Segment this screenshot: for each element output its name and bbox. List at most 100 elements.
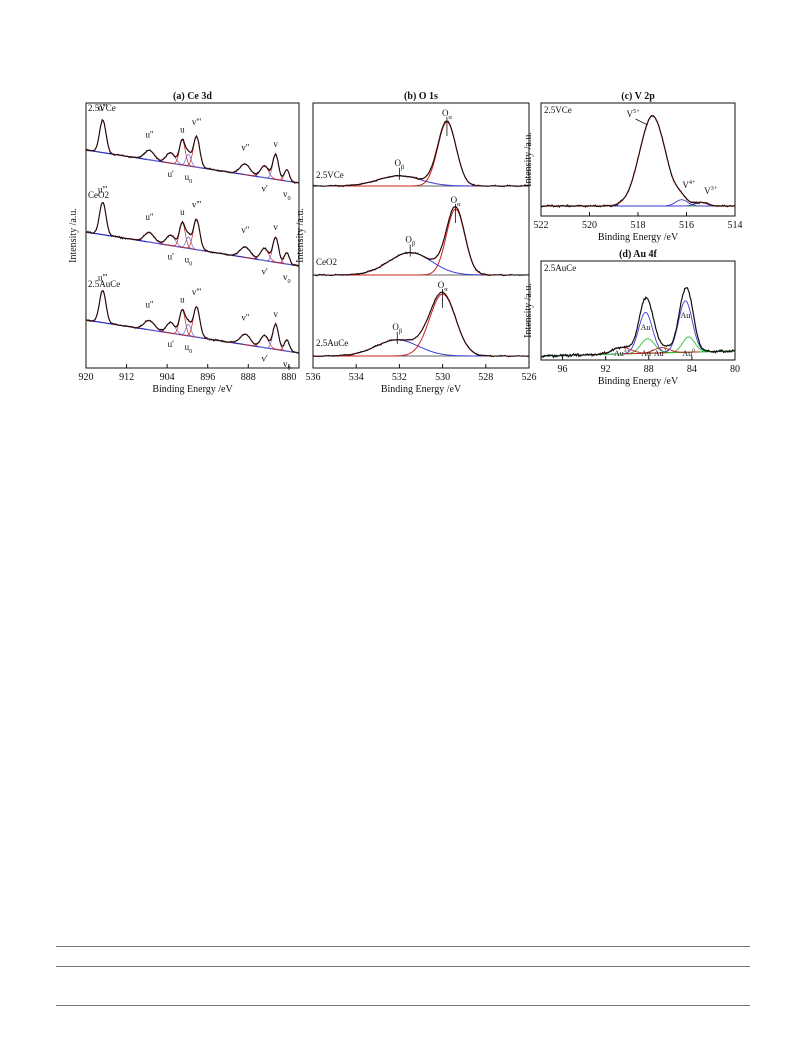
ce3d-component-0-8 bbox=[259, 153, 292, 183]
ce3d-peak-label: u0 bbox=[185, 342, 193, 355]
au4f-peak-label: Au3+ bbox=[654, 348, 670, 358]
ce3d-measured bbox=[85, 290, 300, 354]
v2p-v5-marker bbox=[635, 118, 648, 126]
au4f-peak-label: Au bbox=[641, 323, 651, 332]
o1s-measured bbox=[312, 120, 530, 188]
ce3d-measured bbox=[85, 201, 300, 267]
ce3d-xlabel: Binding Energy /eV bbox=[152, 384, 233, 395]
au4f-peak-label: Au bbox=[681, 311, 691, 320]
o1s-peak-label: Oβ bbox=[392, 322, 402, 335]
v2p-measured bbox=[540, 114, 736, 208]
ce3d-component-1-8 bbox=[259, 236, 293, 266]
ce3d-measured bbox=[85, 118, 300, 185]
o1s-xtick-label: 532 bbox=[392, 372, 407, 383]
v2p-peak-label: V5+ bbox=[627, 108, 641, 119]
table-header-rule bbox=[56, 966, 750, 967]
au4f-measured bbox=[541, 286, 736, 359]
ce3d-peak-label: v''' bbox=[192, 117, 202, 127]
o1s-peak-label: Oβ bbox=[405, 235, 415, 248]
ce3d-peak-label: u' bbox=[168, 252, 175, 262]
v2p-peak-label: V4+ bbox=[682, 179, 696, 190]
v2p-panel bbox=[540, 102, 736, 217]
ce3d-xtick-label: 888 bbox=[241, 372, 256, 383]
ce3d-peak-label: v0 bbox=[283, 272, 291, 285]
ce3d-peak-label: u' bbox=[168, 169, 175, 179]
o1s-component-alpha bbox=[313, 208, 529, 276]
v2p-xtick-label: 518 bbox=[631, 220, 646, 231]
o1s-title: (b) O 1s bbox=[404, 91, 438, 102]
ce3d-peak-label: u0 bbox=[185, 172, 193, 185]
v2p-title: (c) V 2p bbox=[621, 91, 655, 102]
ce3d-peak-label: u bbox=[180, 125, 185, 135]
o1s-fit bbox=[313, 120, 529, 187]
ce3d-peak-label: v' bbox=[261, 184, 268, 194]
o1s-fit bbox=[313, 206, 529, 276]
ce3d-sample-label: 2.5VCe bbox=[88, 103, 116, 113]
ce3d-component-2-8 bbox=[259, 323, 292, 353]
ce3d-sample-label: 2.5AuCe bbox=[88, 279, 120, 289]
o1s-xtick-label: 536 bbox=[306, 372, 321, 383]
o1s-peak-label: Oα bbox=[442, 108, 453, 121]
ce3d-peak-label: u''' bbox=[98, 272, 108, 282]
o1s-frame bbox=[312, 102, 530, 369]
ce3d-peak-label: u bbox=[180, 295, 185, 305]
v2p-ylabel: Intensity /a.u. bbox=[523, 132, 534, 187]
au4f-ylabel: Intensity /a.u. bbox=[523, 283, 534, 338]
ce3d-peak-label: v bbox=[273, 222, 278, 232]
ce3d-title: (a) Ce 3d bbox=[173, 91, 212, 102]
o1s-sample-label: CeO2 bbox=[316, 257, 337, 267]
au4f-component-5 bbox=[623, 347, 700, 355]
ce3d-peak-label: u bbox=[180, 207, 185, 217]
ce3d-peak-label: v' bbox=[261, 354, 268, 364]
ce3d-xtick-label: 904 bbox=[160, 372, 175, 383]
o1s-panel bbox=[312, 102, 530, 369]
v2p-xtick-label: 522 bbox=[534, 220, 549, 231]
ce3d-panel bbox=[85, 102, 300, 369]
au4f-sample-label: 2.5AuCe bbox=[544, 263, 576, 273]
ce3d-component-2-0 bbox=[86, 289, 121, 326]
ce3d-peak-label: u0 bbox=[185, 254, 193, 267]
o1s-measured bbox=[312, 206, 529, 277]
ce3d-ylabel: Intensity /a.u. bbox=[68, 208, 79, 263]
o1s-peak-label: Oα bbox=[451, 195, 462, 208]
table-top-rule bbox=[56, 946, 750, 947]
au4f-xlabel: Binding Energy /eV bbox=[598, 376, 679, 387]
o1s-xtick-label: 534 bbox=[349, 372, 364, 383]
ce3d-peak-label: v bbox=[273, 139, 278, 149]
ce3d-peak-label: v0 bbox=[283, 359, 291, 372]
ce3d-peak-label: v0 bbox=[283, 189, 291, 202]
ce3d-xtick-label: 920 bbox=[79, 372, 94, 383]
ce3d-xtick-label: 880 bbox=[281, 372, 296, 383]
o1s-ylabel: Intensity /a.u. bbox=[295, 208, 306, 263]
ce3d-peak-label: v'' bbox=[241, 225, 249, 235]
ce3d-peak-label: u''' bbox=[98, 102, 108, 112]
ce3d-sample-label: CeO2 bbox=[88, 190, 109, 200]
v2p-sample-label: 2.5VCe bbox=[544, 105, 572, 115]
o1s-peak-label: Oβ bbox=[395, 158, 405, 171]
ce3d-peak-label: u''' bbox=[98, 184, 108, 194]
o1s-sample-label: 2.5AuCe bbox=[316, 338, 348, 348]
au4f-xtick-label: 84 bbox=[687, 364, 697, 375]
au4f-peak-label: Au0 bbox=[682, 348, 695, 358]
o1s-xtick-label: 528 bbox=[478, 372, 493, 383]
ce3d-peak-label: v'' bbox=[241, 142, 249, 152]
ce3d-peak-label: v bbox=[273, 309, 278, 319]
au4f-xtick-label: 96 bbox=[558, 364, 568, 375]
ce3d-peak-label: u' bbox=[168, 339, 175, 349]
v2p-peak-label: V3+ bbox=[704, 185, 718, 196]
ce3d-peak-label: v'' bbox=[241, 312, 249, 322]
au4f-component-3 bbox=[658, 336, 719, 354]
ce3d-peak-label: v''' bbox=[192, 287, 202, 297]
ce3d-frame bbox=[85, 102, 300, 369]
ce3d-xtick-label: 912 bbox=[119, 372, 134, 383]
au4f-frame bbox=[540, 260, 736, 361]
ce3d-xtick-label: 896 bbox=[200, 372, 215, 383]
ce3d-peak-label: u'' bbox=[146, 300, 154, 310]
ce3d-peak-label: u'' bbox=[146, 212, 154, 222]
o1s-peak-label: Oα bbox=[438, 280, 449, 293]
au4f-peak-label: Au+ bbox=[641, 348, 654, 358]
o1s-measured bbox=[312, 290, 530, 358]
o1s-sample-label: 2.5VCe bbox=[316, 170, 344, 180]
v2p-xtick-label: 516 bbox=[679, 220, 694, 231]
